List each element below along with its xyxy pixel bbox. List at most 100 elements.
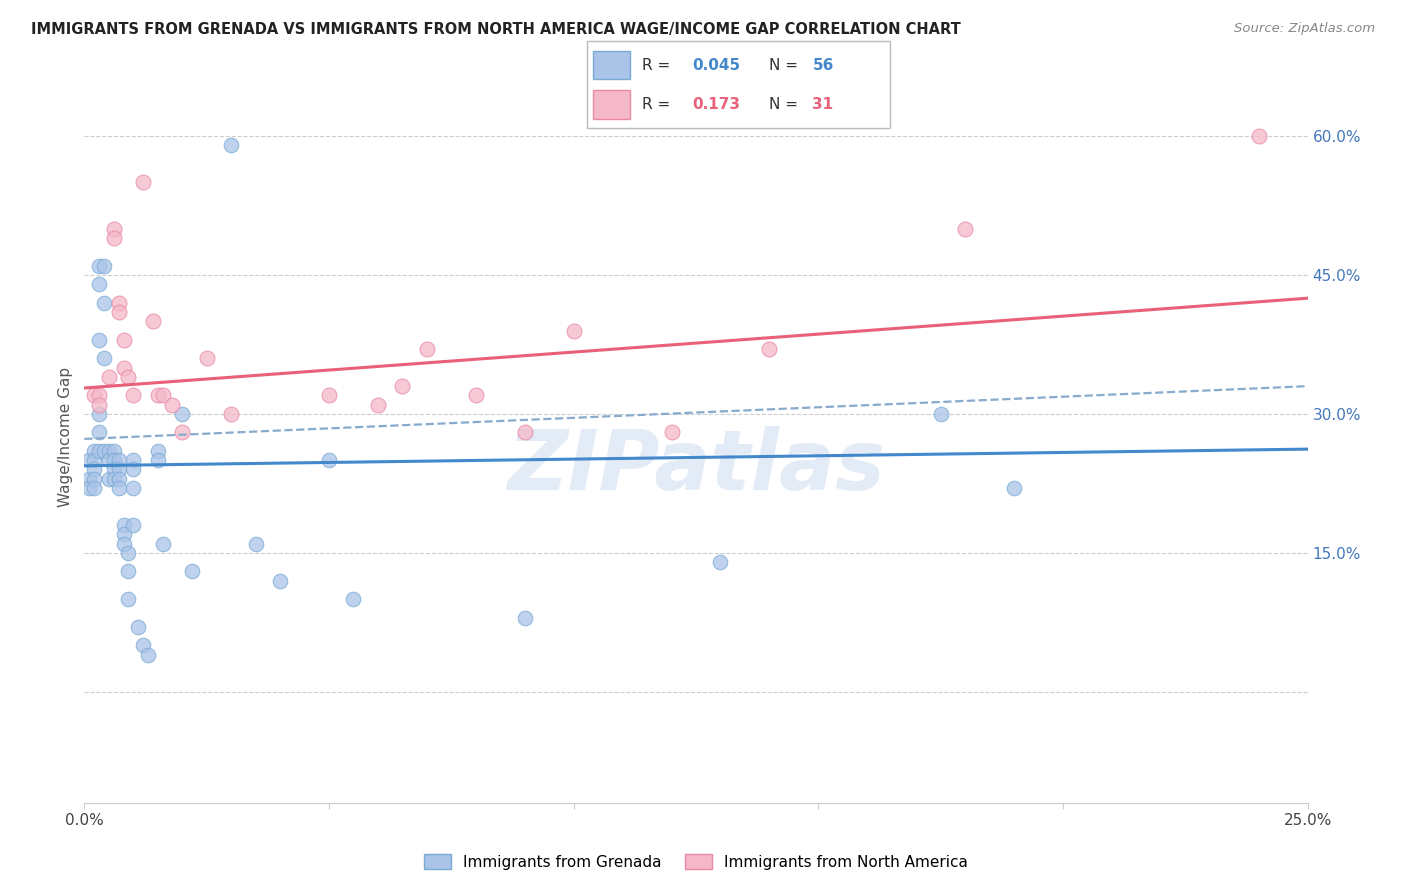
Point: [83, 388, 105, 402]
Point: [181, 565, 204, 579]
Text: N =: N =: [769, 58, 799, 72]
Point: [245, 536, 267, 550]
Point: [87, 398, 110, 412]
Point: [77, 481, 100, 495]
Text: Source: ZipAtlas.com: Source: ZipAtlas.com: [1234, 22, 1375, 36]
Point: [103, 472, 125, 486]
Point: [97, 370, 120, 384]
Point: [103, 453, 125, 467]
Point: [146, 444, 169, 458]
Point: [112, 333, 135, 347]
Point: [152, 536, 174, 550]
Point: [112, 536, 135, 550]
Point: [112, 527, 135, 541]
Point: [219, 138, 242, 153]
Point: [122, 453, 145, 467]
Point: [97, 453, 120, 467]
FancyBboxPatch shape: [593, 90, 630, 119]
Point: [152, 388, 174, 402]
Point: [269, 574, 291, 588]
Point: [929, 407, 952, 421]
Point: [112, 518, 135, 533]
Point: [93, 444, 115, 458]
Point: [97, 472, 120, 486]
Text: 31: 31: [813, 97, 834, 112]
Point: [146, 388, 169, 402]
Point: [103, 221, 125, 235]
Point: [1002, 481, 1025, 495]
Point: [953, 221, 976, 235]
FancyBboxPatch shape: [586, 41, 890, 128]
Point: [318, 453, 340, 467]
Point: [77, 453, 100, 467]
Point: [87, 277, 110, 292]
Point: [83, 453, 105, 467]
Point: [122, 518, 145, 533]
Text: R =: R =: [643, 97, 671, 112]
Point: [87, 388, 110, 402]
Point: [136, 648, 159, 662]
Point: [83, 472, 105, 486]
Point: [117, 370, 139, 384]
Point: [93, 351, 115, 366]
Point: [93, 259, 115, 273]
Text: N =: N =: [769, 97, 799, 112]
Text: 0.173: 0.173: [692, 97, 740, 112]
Point: [107, 295, 129, 310]
Point: [342, 592, 364, 607]
Point: [87, 444, 110, 458]
Point: [416, 342, 439, 356]
Point: [146, 453, 169, 467]
Text: ZIPatlas: ZIPatlas: [508, 425, 884, 507]
Text: R =: R =: [643, 58, 671, 72]
Point: [103, 462, 125, 476]
Point: [1247, 129, 1270, 144]
Point: [132, 639, 155, 653]
Point: [513, 610, 536, 624]
Point: [83, 481, 105, 495]
Point: [122, 481, 145, 495]
Point: [87, 407, 110, 421]
Point: [195, 351, 218, 366]
Point: [142, 314, 165, 328]
Point: [112, 360, 135, 375]
Point: [117, 592, 139, 607]
Point: [562, 324, 585, 338]
Point: [93, 295, 115, 310]
Point: [132, 176, 155, 190]
Text: 56: 56: [813, 58, 834, 72]
Text: IMMIGRANTS FROM GRENADA VS IMMIGRANTS FROM NORTH AMERICA WAGE/INCOME GAP CORRELA: IMMIGRANTS FROM GRENADA VS IMMIGRANTS FR…: [31, 22, 960, 37]
Point: [87, 425, 110, 440]
Point: [464, 388, 486, 402]
Point: [97, 444, 120, 458]
Point: [107, 481, 129, 495]
FancyBboxPatch shape: [593, 51, 630, 79]
Point: [661, 425, 683, 440]
Point: [77, 472, 100, 486]
Point: [107, 305, 129, 319]
Point: [172, 407, 194, 421]
Point: [107, 472, 129, 486]
Point: [513, 425, 536, 440]
Point: [709, 555, 731, 569]
Point: [83, 462, 105, 476]
Point: [117, 565, 139, 579]
Point: [367, 398, 389, 412]
Point: [758, 342, 780, 356]
Point: [318, 388, 340, 402]
Y-axis label: Wage/Income Gap: Wage/Income Gap: [58, 367, 73, 508]
Legend: Immigrants from Grenada, Immigrants from North America: Immigrants from Grenada, Immigrants from…: [418, 848, 974, 876]
Point: [117, 546, 139, 560]
Point: [219, 407, 242, 421]
Point: [107, 453, 129, 467]
Point: [103, 444, 125, 458]
Point: [172, 425, 194, 440]
Point: [83, 444, 105, 458]
Point: [122, 388, 145, 402]
Point: [122, 462, 145, 476]
Point: [87, 333, 110, 347]
Point: [103, 231, 125, 245]
Text: 0.045: 0.045: [692, 58, 740, 72]
Point: [162, 398, 184, 412]
Point: [107, 462, 129, 476]
